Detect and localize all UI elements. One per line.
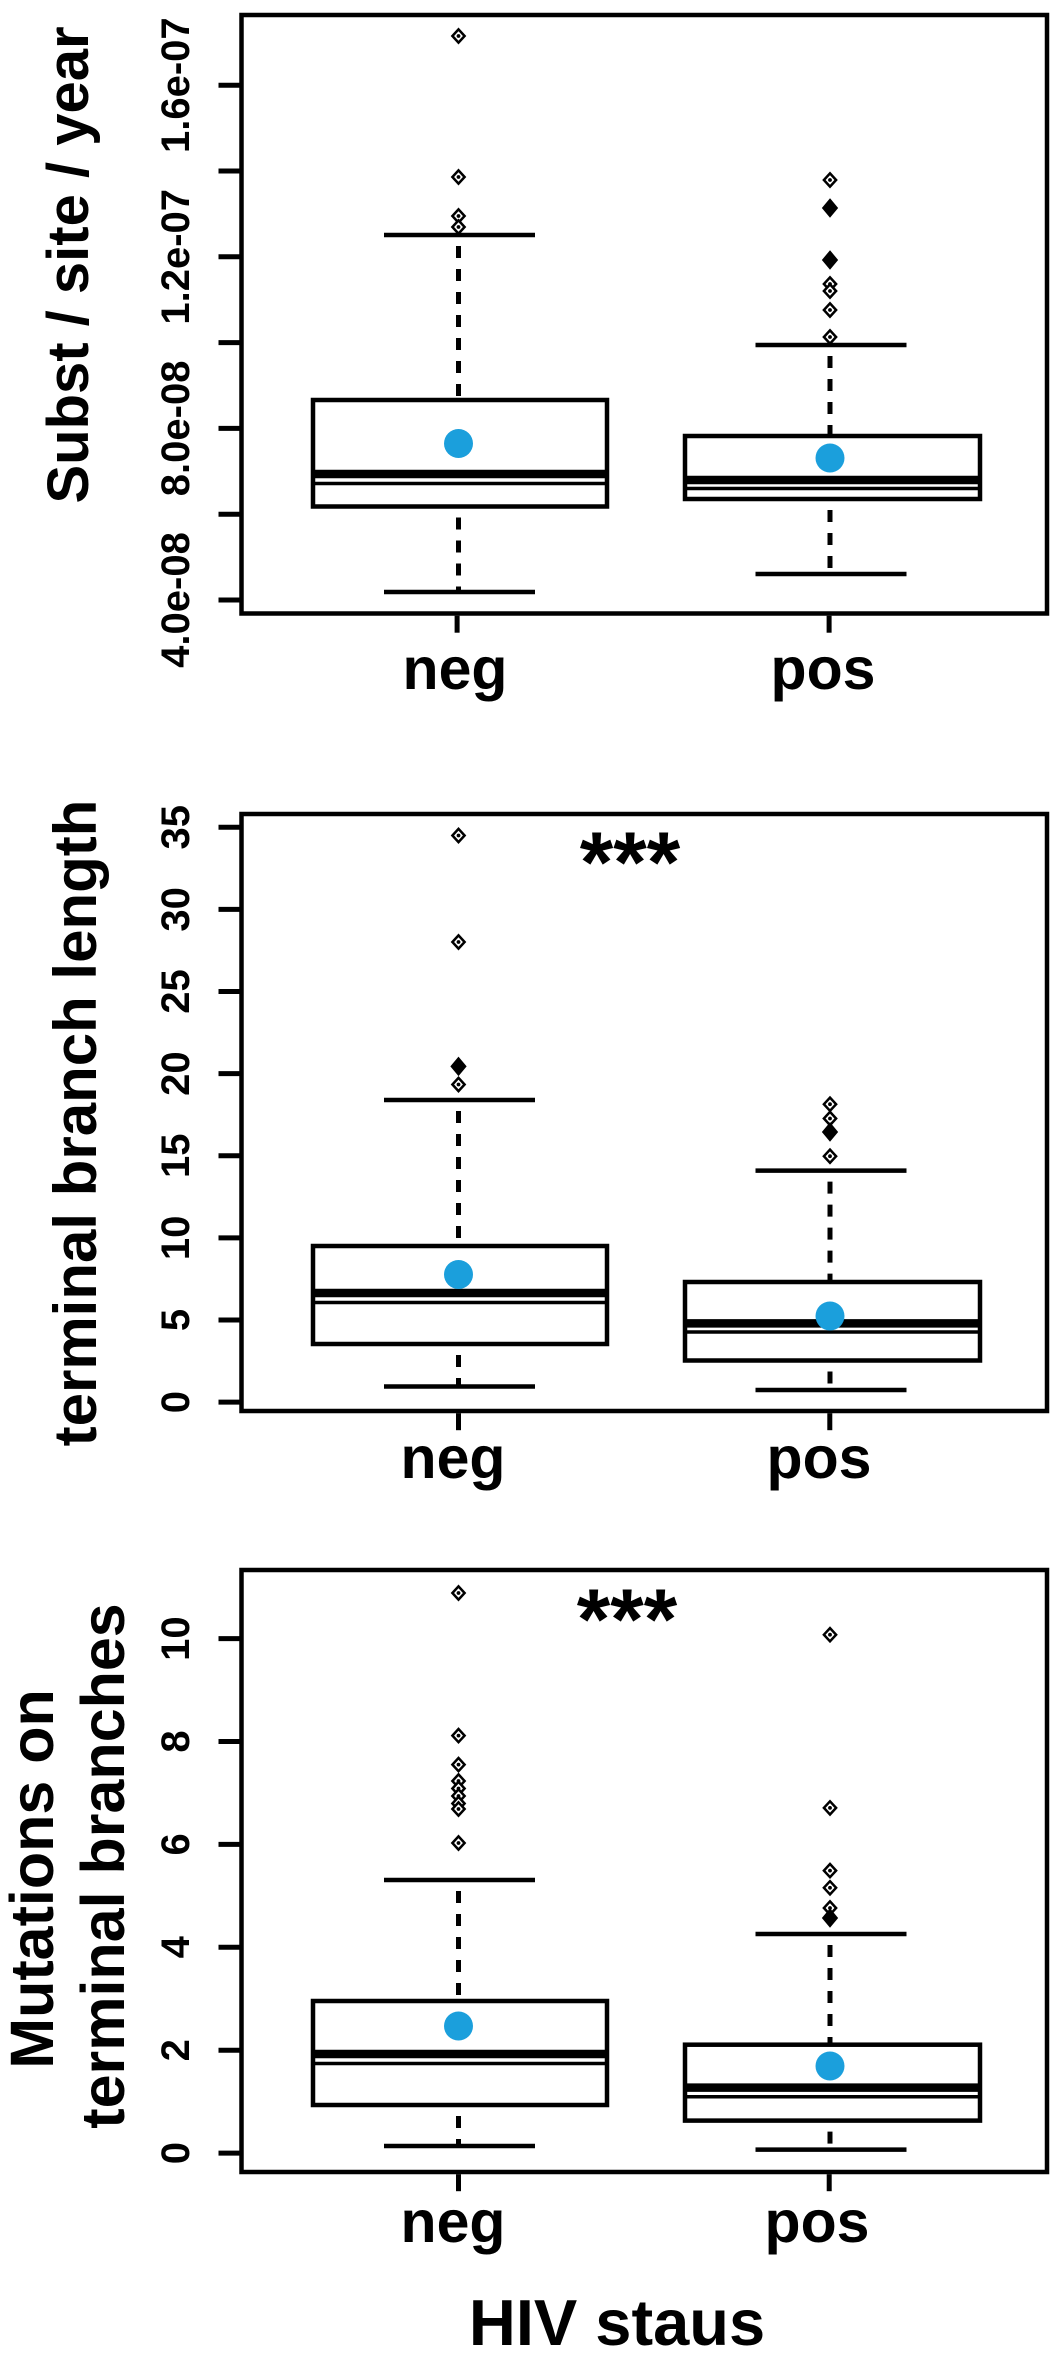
svg-text:0: 0 (154, 1391, 198, 1413)
svg-text:15: 15 (154, 1134, 198, 1179)
svg-text:terminal branches: terminal branches (69, 1603, 137, 2128)
svg-text:10: 10 (154, 1216, 198, 1261)
svg-text:1.2e-07: 1.2e-07 (154, 189, 198, 325)
svg-text:8: 8 (154, 1730, 198, 1752)
svg-text:1.6e-07: 1.6e-07 (154, 17, 198, 153)
svg-text:25: 25 (154, 969, 198, 1014)
svg-text:HIV staus: HIV staus (469, 2286, 765, 2359)
svg-text:neg: neg (403, 636, 508, 702)
svg-text:5: 5 (154, 1309, 198, 1331)
svg-text:6: 6 (154, 1833, 198, 1855)
svg-text:neg: neg (401, 1425, 506, 1491)
svg-text:pos: pos (765, 2189, 870, 2255)
svg-text:***: *** (577, 1572, 678, 1668)
svg-text:terminal branch length: terminal branch length (42, 800, 109, 1447)
svg-text:20: 20 (154, 1051, 198, 1096)
svg-text:***: *** (580, 815, 681, 911)
svg-text:10: 10 (154, 1616, 198, 1661)
svg-text:pos: pos (767, 1425, 872, 1491)
svg-text:pos: pos (771, 636, 876, 702)
svg-text:30: 30 (154, 887, 198, 932)
svg-text:0: 0 (154, 2142, 198, 2164)
svg-text:2: 2 (154, 2039, 198, 2061)
svg-text:neg: neg (401, 2189, 506, 2255)
svg-text:8.0e-08: 8.0e-08 (154, 361, 198, 497)
svg-text:4: 4 (154, 1935, 198, 1958)
svg-text:4.0e-08: 4.0e-08 (154, 532, 198, 668)
svg-text:Mutations on: Mutations on (0, 1689, 66, 2069)
svg-text:35: 35 (154, 805, 198, 850)
svg-text:Subst / site / year: Subst / site / year (36, 26, 101, 503)
